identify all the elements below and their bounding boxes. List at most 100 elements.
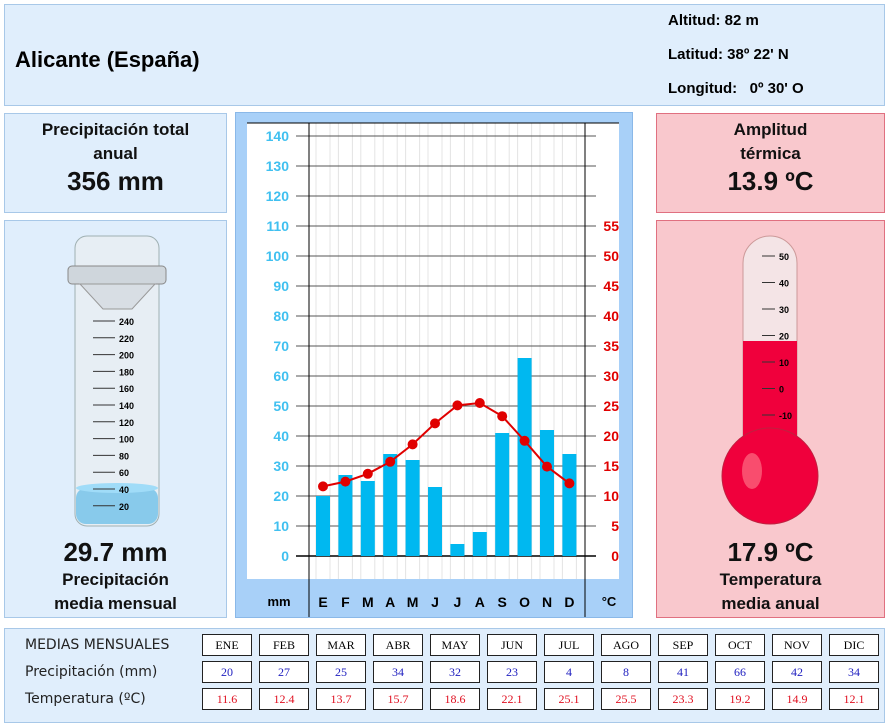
- precip-row-label: Precipitación (mm): [25, 664, 158, 680]
- rain-gauge-icon: 240 220 200 180 160 140 120 100 80 60 40 20: [67, 235, 167, 527]
- precip-cell: 20: [202, 661, 252, 683]
- left-tick-label: 90: [273, 278, 289, 294]
- gauge-tick-label: 40: [119, 485, 129, 495]
- left-tick-label: 120: [266, 188, 290, 204]
- temp-cell: 25.5: [601, 688, 651, 710]
- months-cell: FEB: [259, 634, 309, 656]
- left-tick-label: 20: [273, 488, 289, 504]
- months-cell: DIC: [829, 634, 879, 656]
- right-tick-label: 25: [603, 398, 619, 414]
- temp-cell: 12.1: [829, 688, 879, 710]
- temp-media-panel: 50 40 30 20 10 0 -10 17.9 ºC Temperatura media…: [656, 220, 885, 618]
- months-cell: ENE: [202, 634, 252, 656]
- month-label: A: [475, 594, 485, 610]
- precip-cell: 23: [487, 661, 537, 683]
- left-tick-label: 40: [273, 428, 289, 444]
- precip-cell: 42: [772, 661, 822, 683]
- precip-bar: [428, 487, 442, 556]
- amplitud-value: 13.9 ºC: [727, 166, 814, 196]
- precip-total-panel: Precipitación total anual 356 mm: [4, 113, 227, 213]
- precip-bar: [472, 532, 487, 556]
- gauge-funnel: [78, 283, 157, 310]
- right-tick-label: 10: [603, 488, 619, 504]
- month-label: J: [431, 594, 439, 610]
- month-label: J: [454, 594, 462, 610]
- right-tick-label: 20: [603, 428, 619, 444]
- thermo-tick-label: 20: [779, 332, 789, 342]
- temp-cell: 14.9: [772, 688, 822, 710]
- month-label: S: [498, 594, 507, 610]
- x-label-mm: mm: [267, 594, 290, 609]
- left-tick-label: 30: [273, 458, 289, 474]
- months-cell: SEP: [658, 634, 708, 656]
- precip-total-label: Precipitación total: [41, 120, 190, 139]
- precip-cell: 27: [259, 661, 309, 683]
- monthly-table: MEDIAS MENSUALES ENE FEB MAR ABR MAY JUN JUL AGO…: [18, 629, 886, 715]
- temp-point: [318, 481, 328, 492]
- x-label-celsius: °C: [602, 594, 617, 609]
- precip-bar: [405, 460, 420, 556]
- month-label: A: [385, 594, 395, 610]
- month-label: M: [362, 594, 374, 610]
- table-heading: MEDIAS MENSUALES: [25, 637, 170, 653]
- precip-media-label: Precipitación: [62, 570, 169, 589]
- thermo-highlight: [742, 453, 762, 489]
- left-tick-label: 130: [266, 158, 290, 174]
- precip-cell: 41: [658, 661, 708, 683]
- temp-point: [407, 439, 418, 450]
- thermometer-icon: 50 40 30 20 10 0 -10: [721, 235, 819, 525]
- thermo-tick-label: 10: [779, 358, 789, 368]
- thermo-tick-label: 50: [779, 252, 789, 262]
- climograph: 0 10 20 30 40 50 60 70 80 90 100 110 120 130 140 0 5 10 15…: [247, 122, 619, 617]
- precip-cell: 34: [829, 661, 879, 683]
- precip-bar: [495, 433, 510, 556]
- right-tick-label: 55: [603, 218, 619, 234]
- precip-bar: [316, 496, 330, 556]
- gauge-tube: [74, 235, 160, 527]
- temp-media-value: 17.9 ºC: [727, 537, 814, 567]
- temp-cell: 13.7: [316, 688, 366, 710]
- latitude: Latitud: 38º 22' N: [668, 46, 789, 63]
- amplitud-panel: Amplitud térmica 13.9 ºC: [656, 113, 885, 213]
- thermo-tick-label: 40: [779, 279, 789, 289]
- left-tick-label: 70: [273, 338, 289, 354]
- precip-bar: [540, 430, 554, 556]
- temp-point: [542, 461, 552, 472]
- temp-media-label: Temperatura: [719, 570, 822, 589]
- precip-bar: [360, 481, 375, 556]
- month-label: N: [542, 594, 552, 610]
- thermo-tick-label: 30: [779, 305, 789, 315]
- header-panel: Alicante (España): [4, 4, 885, 106]
- gauge-rim: [67, 265, 167, 285]
- month-label: E: [318, 594, 327, 610]
- location-title: Alicante (España): [15, 47, 200, 72]
- altitude: Altitud: 82 m: [668, 12, 759, 29]
- temp-point: [564, 478, 575, 489]
- precip-cell: 32: [430, 661, 480, 683]
- temp-cell: 18.6: [430, 688, 480, 710]
- gauge-tick-label: 240: [119, 317, 134, 327]
- precip-total-label-2: anual: [93, 144, 138, 163]
- left-tick-label: 140: [266, 128, 290, 144]
- temp-cell: 25.1: [544, 688, 594, 710]
- gauge-water-surface: [76, 483, 158, 493]
- month-label: M: [407, 594, 419, 610]
- precip-bar: [562, 454, 577, 556]
- left-tick-label: 0: [281, 548, 289, 564]
- temp-cell: 19.2: [715, 688, 765, 710]
- temp-point: [385, 456, 396, 467]
- precip-cell: 4: [544, 661, 594, 683]
- gauge-tick-label: 200: [119, 351, 134, 361]
- temp-point: [362, 468, 373, 479]
- temp-point: [497, 411, 508, 422]
- month-label: D: [564, 594, 574, 610]
- right-tick-label: 0: [611, 548, 619, 564]
- right-tick-label: 35: [603, 338, 619, 354]
- months-cell: MAY: [430, 634, 480, 656]
- gauge-tick-label: 140: [119, 401, 134, 411]
- left-tick-label: 80: [273, 308, 289, 324]
- month-label: O: [519, 594, 530, 610]
- precip-media-panel: 240 220 200 180 160 140 120 100 80 60 40 20 29.7 mm…: [4, 220, 227, 618]
- months-cell: OCT: [715, 634, 765, 656]
- right-tick-label: 15: [603, 458, 619, 474]
